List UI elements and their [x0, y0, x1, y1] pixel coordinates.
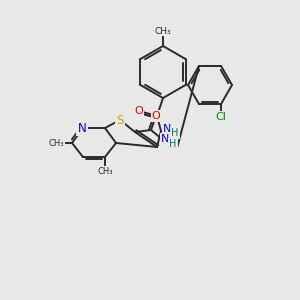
- Text: Cl: Cl: [216, 112, 226, 122]
- Text: N: N: [78, 122, 86, 134]
- Text: CH₃: CH₃: [155, 26, 171, 35]
- Text: S: S: [116, 113, 124, 127]
- Text: N: N: [161, 134, 169, 144]
- Text: CH₃: CH₃: [97, 167, 113, 176]
- Text: H: H: [171, 128, 179, 138]
- Text: N: N: [163, 124, 171, 134]
- Text: O: O: [152, 111, 160, 121]
- Text: O: O: [135, 106, 143, 116]
- Text: H: H: [169, 139, 177, 149]
- Text: CH₃: CH₃: [48, 139, 64, 148]
